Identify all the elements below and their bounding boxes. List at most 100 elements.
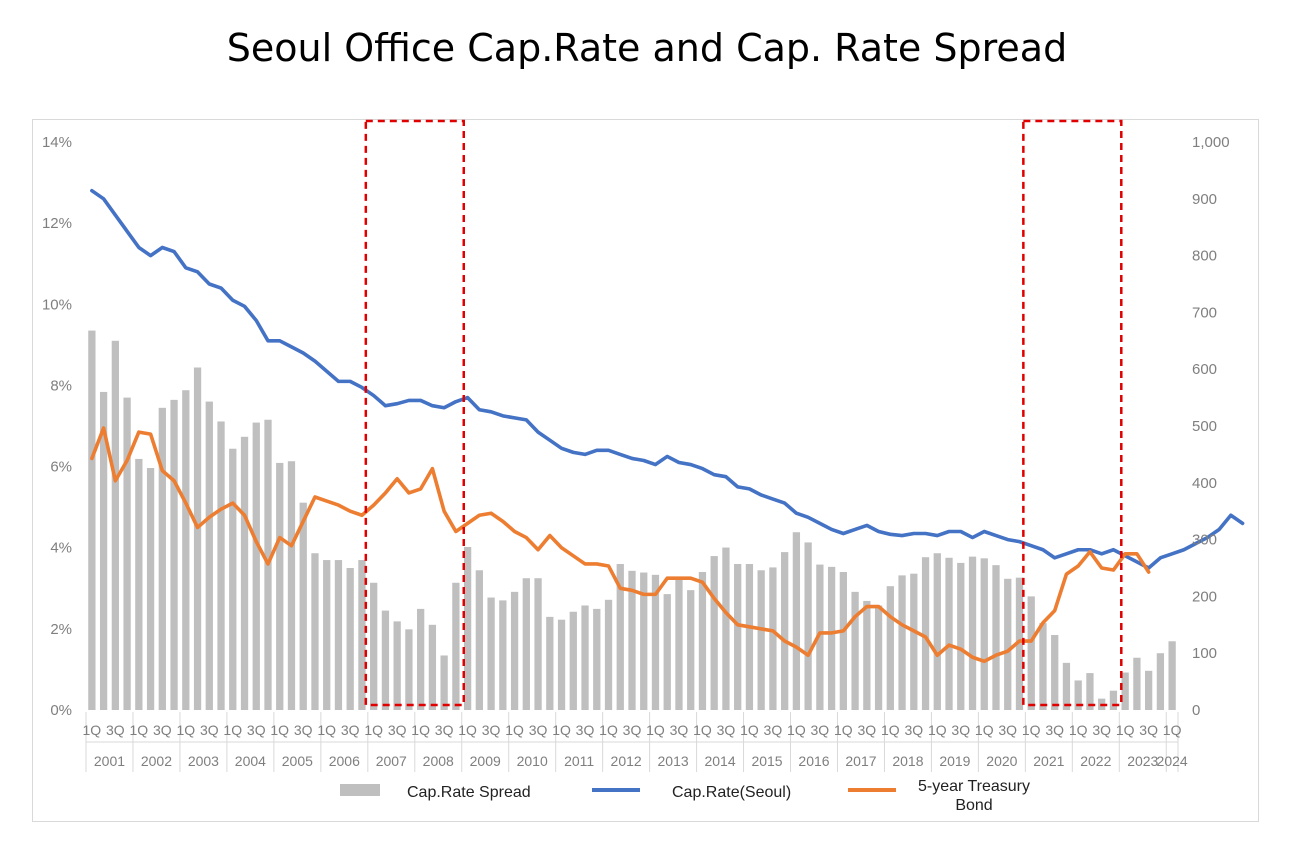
y-right-tick-label: 600 <box>1192 361 1217 378</box>
quarter-tick-label: 3Q <box>904 722 923 738</box>
spread-bar <box>522 578 530 710</box>
legend-label-cap-rate: Cap.Rate(Seoul) <box>672 784 791 801</box>
spread-bar <box>323 560 331 710</box>
spread-bar <box>1051 635 1059 710</box>
spread-bar <box>499 600 507 710</box>
year-tick-label: 2006 <box>329 753 360 769</box>
spread-bar <box>651 574 660 710</box>
quarter-tick-label: 3Q <box>294 722 313 738</box>
quarter-tick-label: 3Q <box>153 722 172 738</box>
spread-bar <box>874 605 883 710</box>
spread-bar <box>992 565 1000 710</box>
y-left-tick-label: 14% <box>42 134 72 151</box>
highlight-boxes <box>364 119 1123 707</box>
quarter-tick-label: 1Q <box>129 722 148 738</box>
quarter-tick-label: 3Q <box>529 722 548 738</box>
spread-bar <box>463 546 472 710</box>
spread-bar <box>839 571 847 710</box>
year-tick-label: 2004 <box>235 753 266 769</box>
quarter-tick-label: 1Q <box>411 722 430 738</box>
spread-bar <box>640 572 648 710</box>
quarter-tick-label: 3Q <box>341 722 360 738</box>
y-right-tick-label: 200 <box>1192 588 1217 605</box>
y-left-tick-label: 6% <box>50 459 72 476</box>
year-tick-label: 2013 <box>658 753 689 769</box>
y-right-tick-label: 700 <box>1192 304 1217 321</box>
quarter-tick-label: 1Q <box>83 722 102 738</box>
quarter-tick-label: 1Q <box>1022 722 1041 738</box>
spread-bar <box>240 436 249 710</box>
quarter-tick-label: 3Q <box>998 722 1017 738</box>
y-right-tick-label: 0 <box>1192 702 1200 719</box>
spread-bar <box>757 570 765 710</box>
spread-bar <box>417 608 425 710</box>
spread-bar <box>722 547 730 710</box>
spread-bar <box>804 542 812 710</box>
y-left-tick-label: 8% <box>50 377 72 394</box>
quarter-tick-label: 1Q <box>646 722 665 738</box>
spread-bar <box>781 552 789 710</box>
spread-bar <box>933 553 941 710</box>
spread-bar <box>698 571 707 710</box>
spread-bar <box>311 553 319 710</box>
spread-bar <box>898 575 906 710</box>
spread-bar <box>229 448 237 710</box>
quarter-tick-label: 1Q <box>364 722 383 738</box>
spread-bar <box>1086 673 1094 710</box>
spread-bar <box>687 590 695 710</box>
spread-bars <box>88 330 1176 710</box>
quarter-tick-label: 1Q <box>787 722 806 738</box>
spread-bar <box>663 594 671 710</box>
spread-bar <box>980 558 988 710</box>
quarter-tick-label: 1Q <box>552 722 571 738</box>
quarter-tick-label: 3Q <box>717 722 736 738</box>
spread-bar <box>1109 690 1118 710</box>
quarter-tick-label: 3Q <box>1092 722 1111 738</box>
year-tick-label: 2021 <box>1033 753 1064 769</box>
year-tick-label: 2011 <box>564 753 594 769</box>
year-tick-label: 2005 <box>282 753 313 769</box>
spread-bar <box>393 621 401 710</box>
quarter-tick-label: 3Q <box>247 722 266 738</box>
quarter-tick-label: 1Q <box>270 722 289 738</box>
quarter-tick-label: 3Q <box>106 722 125 738</box>
quarter-tick-label: 1Q <box>881 722 900 738</box>
quarter-tick-label: 1Q <box>223 722 242 738</box>
quarter-tick-label: 1Q <box>458 722 477 738</box>
spread-bar <box>99 391 108 710</box>
legend: Cap.Rate Spread Cap.Rate(Seoul) 5-year Tre… <box>340 778 1030 814</box>
spread-bar <box>827 566 836 710</box>
y-left-tick-label: 4% <box>50 540 72 557</box>
year-tick-label: 2001 <box>94 753 125 769</box>
year-tick-label: 2022 <box>1080 753 1111 769</box>
quarter-tick-label: 1Q <box>1163 722 1182 738</box>
y-left-tick-label: 12% <box>42 215 72 232</box>
quarter-tick-label: 3Q <box>1045 722 1064 738</box>
spread-bar <box>557 619 566 710</box>
spread-bar <box>769 567 777 710</box>
y-right-tick-label: 900 <box>1192 191 1217 208</box>
spread-bar <box>1145 670 1153 710</box>
spread-bar <box>276 462 284 710</box>
spread-bar <box>111 340 119 710</box>
spread-bar <box>745 564 754 710</box>
spread-bar <box>334 560 343 710</box>
chart-title: Seoul Office Cap.Rate and Cap. Rate Spre… <box>226 26 1068 70</box>
year-tick-label: 2020 <box>986 753 1017 769</box>
spread-bar <box>1062 662 1071 710</box>
quarter-tick-label: 1Q <box>740 722 759 738</box>
spread-bar <box>217 421 225 710</box>
spread-bar <box>886 586 894 710</box>
spread-bar <box>968 556 977 710</box>
spread-bar <box>604 599 613 710</box>
quarter-tick-label: 3Q <box>670 722 689 738</box>
spread-bar <box>1027 596 1035 710</box>
quarter-tick-label: 3Q <box>388 722 407 738</box>
spread-bar <box>1074 680 1082 710</box>
y-right-tick-label: 800 <box>1192 248 1217 265</box>
spread-bar <box>88 330 96 710</box>
spread-bar <box>816 564 824 710</box>
spread-bar <box>146 468 155 710</box>
spread-bar <box>851 591 859 710</box>
spread-bar <box>616 564 624 710</box>
